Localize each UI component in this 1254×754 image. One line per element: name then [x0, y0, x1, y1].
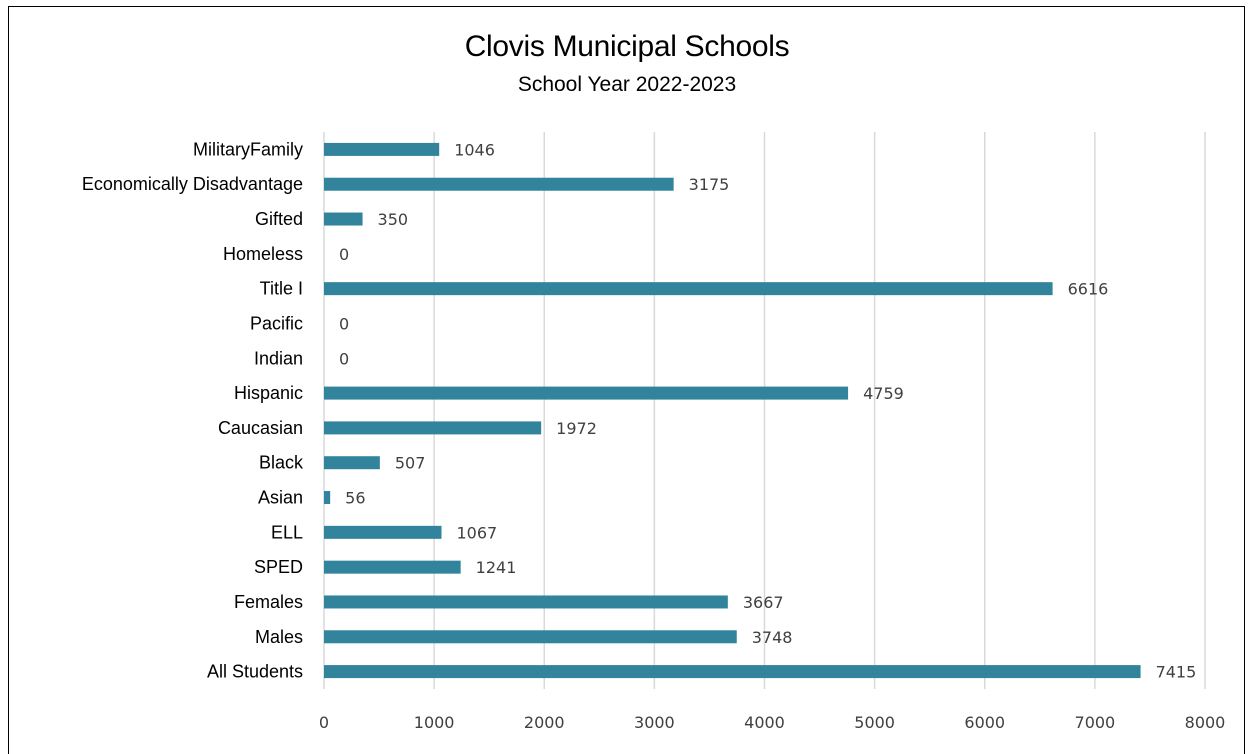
x-tick-label: 5000 — [854, 713, 895, 732]
bar — [324, 560, 461, 574]
data-label: 56 — [345, 489, 365, 508]
bar — [324, 212, 363, 226]
category-label: MilitaryFamily — [193, 139, 303, 159]
data-label: 6616 — [1068, 280, 1109, 299]
data-label: 3748 — [752, 628, 793, 647]
chart-frame — [8, 6, 1245, 754]
category-label: Homeless — [223, 244, 303, 264]
bar — [324, 421, 542, 435]
bar — [324, 665, 1141, 679]
category-label: All Students — [207, 662, 303, 682]
category-label: Economically Disadvantage — [82, 174, 303, 194]
data-label: 1067 — [457, 523, 498, 542]
category-label: Males — [255, 627, 303, 647]
category-label: ELL — [271, 522, 303, 542]
bar — [324, 595, 728, 609]
category-label: Pacific — [250, 313, 303, 333]
data-label: 0 — [339, 314, 349, 333]
data-label: 1241 — [476, 558, 517, 577]
data-label: 0 — [339, 245, 349, 264]
category-label: Title I — [260, 279, 303, 299]
data-label: 4759 — [863, 384, 904, 403]
data-label: 507 — [395, 454, 426, 473]
data-label: 1046 — [454, 140, 495, 159]
chart-subtitle: School Year 2022-2023 — [517, 73, 737, 96]
x-tick-label: 3000 — [634, 713, 675, 732]
bar — [324, 282, 1053, 296]
category-label: Females — [234, 592, 303, 612]
bars — [324, 142, 1141, 679]
value-labels: 1046 3175 350 0 6616 0 0 4759 1972 507 56 1067 1241 3… — [339, 140, 1196, 681]
x-tick-label: 2000 — [524, 713, 565, 732]
category-label: Hispanic — [234, 383, 303, 403]
bar — [324, 142, 440, 156]
chart-title: Clovis Municipal Schools — [464, 30, 790, 63]
x-tick-label: 0 — [319, 713, 329, 732]
x-tick-label: 8000 — [1185, 713, 1226, 732]
category-labels: MilitaryFamily Economically Disadvantage G… — [82, 139, 304, 681]
bar — [324, 525, 442, 539]
x-tick-label: 6000 — [964, 713, 1005, 732]
x-tick-label: 4000 — [744, 713, 785, 732]
category-label: Indian — [254, 348, 303, 368]
bar — [324, 630, 737, 644]
bar — [324, 456, 380, 470]
x-axis-tick-labels: 0 1000 2000 3000 4000 5000 6000 7000 8000 — [319, 713, 1225, 732]
category-label: Caucasian — [218, 418, 303, 438]
category-label: Gifted — [255, 209, 303, 229]
category-label: Asian — [258, 488, 303, 508]
data-label: 3667 — [743, 593, 784, 612]
bar — [324, 177, 674, 191]
bar — [324, 491, 331, 505]
data-label: 3175 — [689, 175, 730, 194]
data-label: 0 — [339, 349, 349, 368]
x-tick-label: 7000 — [1075, 713, 1116, 732]
category-label: Black — [259, 453, 304, 473]
bar — [324, 386, 849, 400]
data-label: 350 — [378, 210, 409, 229]
data-label: 7415 — [1156, 663, 1197, 682]
x-tick-label: 1000 — [414, 713, 455, 732]
category-label: SPED — [254, 557, 303, 577]
data-label: 1972 — [556, 419, 597, 438]
